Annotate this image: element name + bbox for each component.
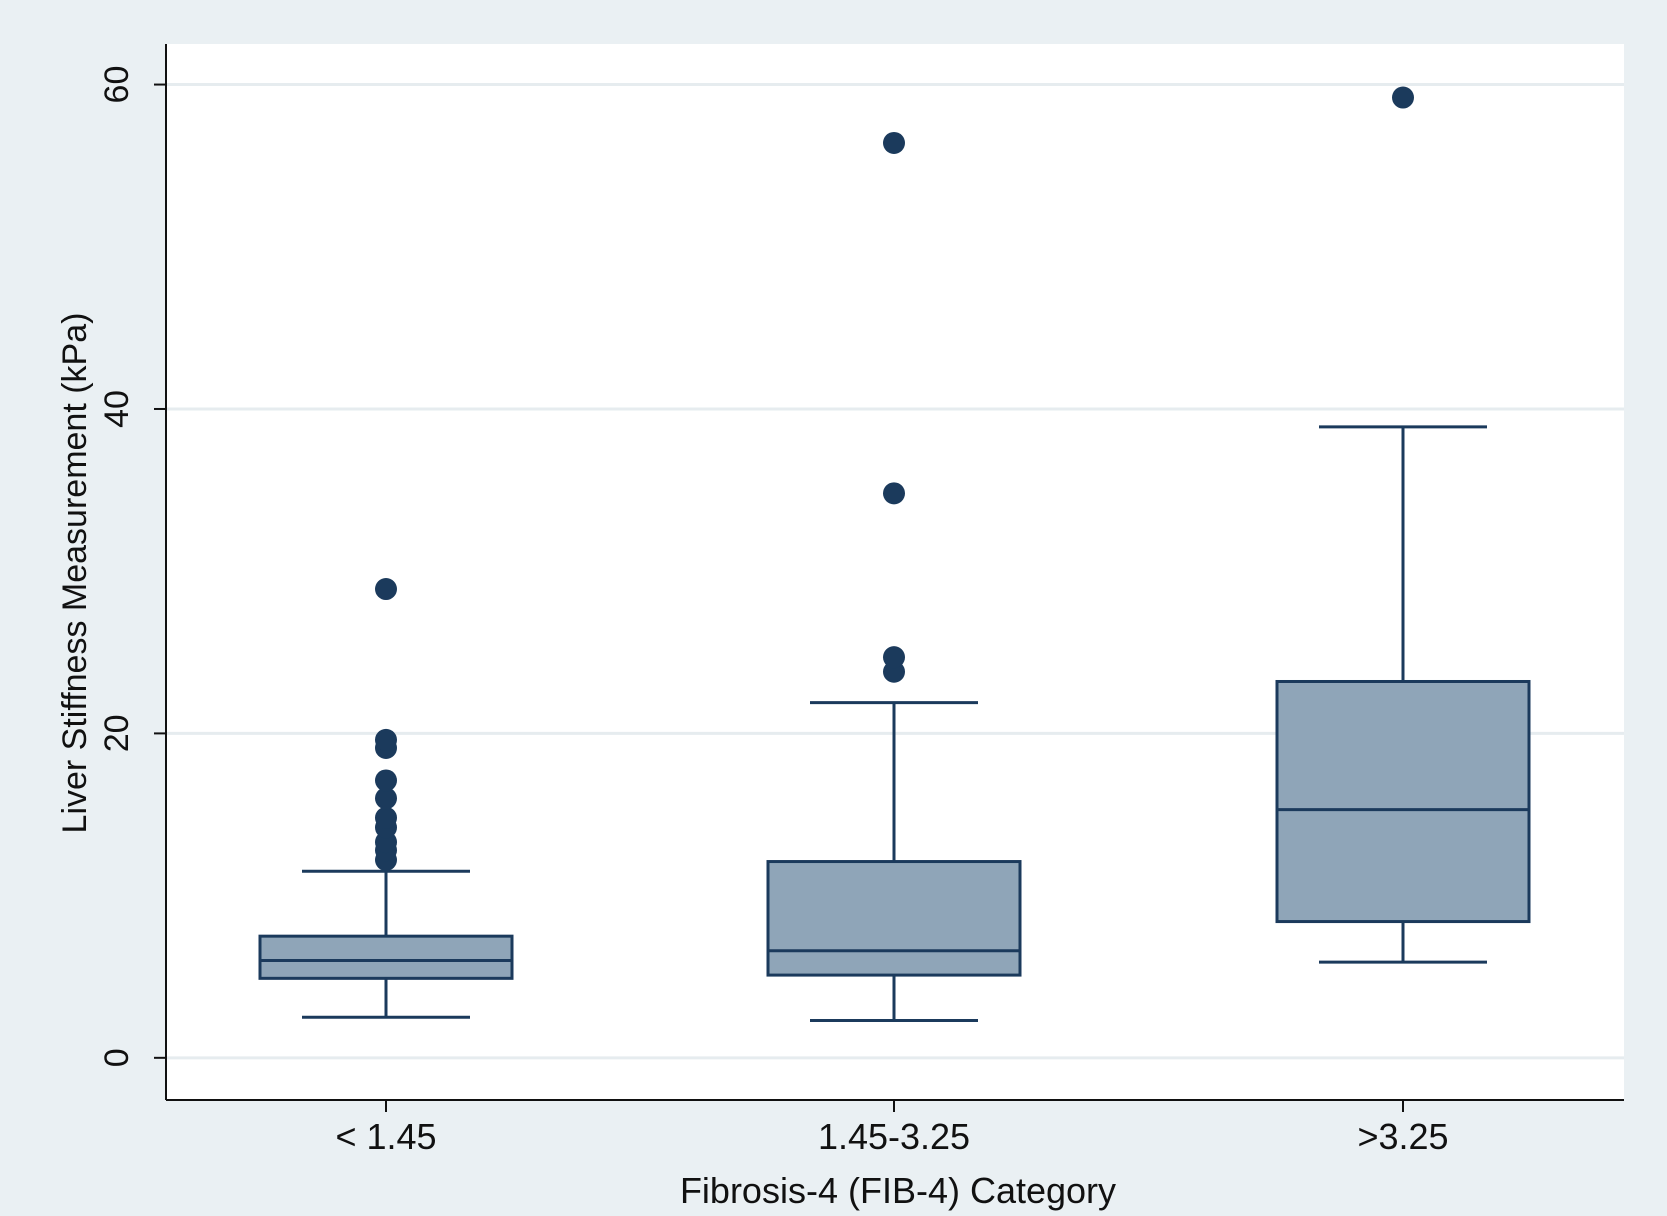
outlier-point [375, 728, 397, 751]
y-tick-labels: 0 20 40 60 [98, 66, 136, 1068]
outlier-point [1392, 86, 1414, 109]
iqr-box [1275, 679, 1531, 924]
outlier-point [883, 482, 905, 505]
iqr-box [258, 934, 514, 980]
x-tick-label: >3.25 [1357, 1116, 1448, 1157]
outlier-point [375, 787, 397, 810]
boxes [258, 86, 1531, 1023]
outlier-point [375, 578, 397, 601]
box-group [1275, 86, 1531, 964]
x-tick-label: 1.45-3.25 [818, 1116, 970, 1157]
y-tick-label: 40 [98, 390, 136, 428]
box-group [258, 578, 514, 1019]
y-axis-title: Liver Stiffness Measurement (kPa) [56, 313, 94, 834]
x-tick-labels: < 1.45 1.45-3.25 >3.25 [335, 1116, 1448, 1157]
y-tick-label: 20 [98, 714, 136, 752]
iqr-box [766, 860, 1022, 977]
y-tick-label: 60 [98, 66, 136, 104]
outlier-point [883, 131, 905, 154]
axes [154, 44, 1624, 1112]
outlier-point [375, 806, 397, 829]
y-tick-label: 0 [98, 1048, 136, 1067]
outlier-point [883, 646, 905, 669]
x-axis-title: Fibrosis-4 (FIB-4) Category [680, 1170, 1116, 1211]
x-tick-label: < 1.45 [335, 1116, 436, 1157]
box-group [766, 131, 1022, 1023]
outlier-point [375, 769, 397, 792]
